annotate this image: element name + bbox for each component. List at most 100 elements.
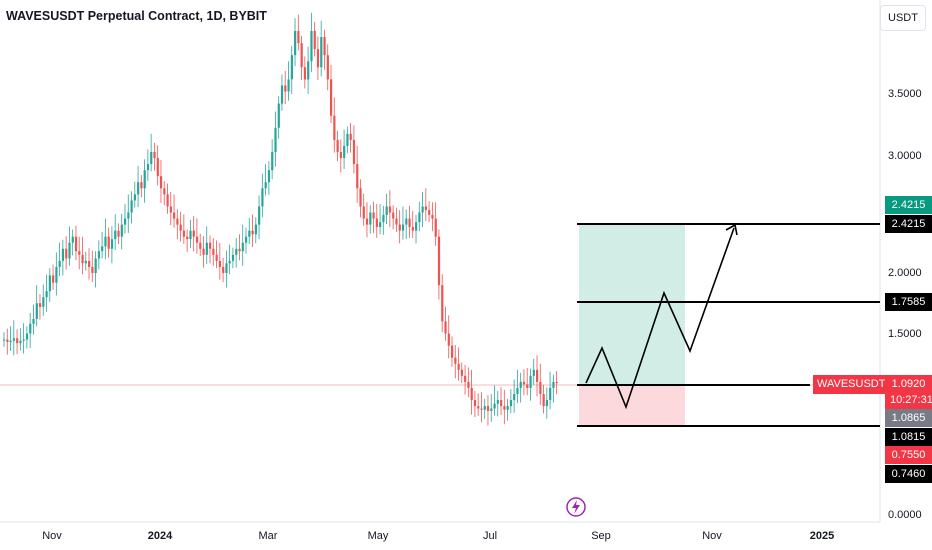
candle-body bbox=[447, 333, 450, 346]
candle-body bbox=[483, 406, 486, 410]
lightning-icon[interactable] bbox=[566, 497, 586, 517]
candle-body bbox=[244, 236, 248, 243]
candle-body bbox=[529, 375, 532, 388]
candle-body bbox=[182, 230, 186, 237]
candle-body bbox=[339, 152, 343, 159]
candle-body bbox=[225, 263, 228, 273]
candle-body bbox=[477, 406, 480, 409]
candle-body bbox=[372, 212, 375, 219]
x-tick: Nov bbox=[42, 530, 62, 542]
candle-body bbox=[320, 37, 323, 68]
candle-body bbox=[42, 297, 45, 307]
candle-body bbox=[209, 242, 212, 249]
bottom-line-tag: 0.7460 bbox=[885, 465, 932, 483]
candle-body bbox=[38, 303, 42, 307]
candle-body bbox=[35, 303, 38, 319]
candle-body bbox=[418, 212, 421, 223]
candle-body bbox=[45, 291, 48, 298]
candle-body bbox=[58, 260, 61, 267]
candle-body bbox=[408, 218, 411, 228]
candle-body bbox=[356, 164, 359, 189]
candle-body bbox=[326, 55, 329, 80]
candle-body bbox=[359, 188, 362, 207]
stop-price-tag: 0.7550 bbox=[885, 446, 932, 464]
loss-zone bbox=[579, 385, 685, 426]
candle-body bbox=[294, 31, 297, 56]
chart-title: WAVESUSDT Perpetual Contract, 1D, BYBIT bbox=[6, 9, 267, 23]
candle-body bbox=[120, 224, 123, 237]
projected-path[interactable] bbox=[585, 227, 735, 410]
candle-body bbox=[500, 400, 503, 407]
candle-body bbox=[519, 381, 522, 388]
candle-body bbox=[61, 248, 65, 261]
candle-body bbox=[71, 236, 74, 243]
candle-body bbox=[104, 236, 107, 247]
candle-body bbox=[415, 222, 418, 231]
y-tick: 2.0000 bbox=[888, 267, 922, 279]
candle-body bbox=[542, 394, 545, 407]
candle-body bbox=[516, 387, 519, 394]
candle-body bbox=[506, 406, 509, 410]
candle-body bbox=[195, 236, 199, 243]
candle-body bbox=[310, 31, 313, 62]
candles bbox=[3, 12, 558, 426]
mid-line-tag: 1.7585 bbox=[885, 293, 932, 311]
candle-body bbox=[235, 248, 238, 255]
candle-body bbox=[271, 152, 274, 171]
candle-body bbox=[150, 152, 153, 165]
candle-body bbox=[130, 200, 133, 213]
candle-body bbox=[199, 242, 202, 249]
candle-body bbox=[316, 49, 320, 68]
candle-body bbox=[156, 158, 159, 177]
countdown-tag: 10:27:31 bbox=[885, 391, 932, 409]
candle-body bbox=[392, 212, 395, 219]
candle-body bbox=[509, 400, 513, 407]
candle-body bbox=[424, 206, 428, 211]
candle-body bbox=[552, 381, 555, 388]
candle-body bbox=[238, 248, 241, 252]
candle-body bbox=[192, 230, 195, 237]
candle-body bbox=[81, 254, 84, 264]
candle-body bbox=[375, 218, 378, 228]
candle-body bbox=[22, 339, 25, 341]
candle-body bbox=[84, 260, 87, 264]
candle-body bbox=[431, 214, 434, 219]
candle-body bbox=[6, 339, 9, 342]
candle-body bbox=[251, 230, 254, 235]
candle-body bbox=[303, 67, 307, 80]
candle-body bbox=[323, 37, 326, 56]
candle-body bbox=[205, 242, 208, 255]
candle-body bbox=[241, 242, 244, 252]
candle-body bbox=[12, 338, 16, 341]
candle-body bbox=[382, 214, 385, 223]
candle-body bbox=[74, 236, 78, 252]
candle-body bbox=[163, 188, 166, 195]
candle-body bbox=[186, 236, 189, 240]
candle-body bbox=[313, 31, 316, 50]
candle-body bbox=[101, 246, 104, 252]
candle-body bbox=[513, 394, 516, 401]
candle-body bbox=[454, 357, 457, 364]
candle-body bbox=[127, 212, 130, 219]
candle-body bbox=[493, 403, 496, 409]
candle-body bbox=[88, 260, 91, 267]
candle-body bbox=[539, 381, 542, 394]
candle-body bbox=[16, 338, 19, 344]
candle-body bbox=[173, 212, 176, 219]
candle-body bbox=[470, 387, 473, 401]
x-tick: 2025 bbox=[810, 530, 834, 542]
candle-body bbox=[228, 260, 231, 264]
candle-body bbox=[496, 400, 499, 404]
candle-body bbox=[52, 275, 55, 283]
candle-body bbox=[94, 258, 97, 273]
candle-body bbox=[264, 182, 267, 189]
candle-body bbox=[19, 340, 22, 344]
currency-button[interactable]: USDT bbox=[880, 5, 926, 31]
candle-body bbox=[434, 218, 437, 237]
candle-body bbox=[444, 321, 447, 334]
candle-body bbox=[362, 206, 365, 219]
candle-body bbox=[25, 333, 29, 340]
candle-body bbox=[277, 103, 280, 128]
candle-body bbox=[486, 406, 490, 411]
